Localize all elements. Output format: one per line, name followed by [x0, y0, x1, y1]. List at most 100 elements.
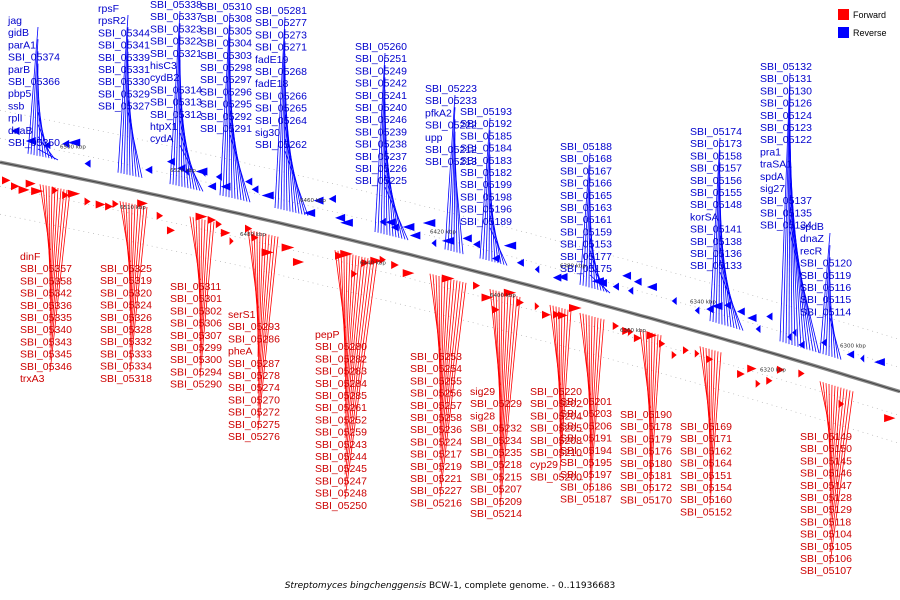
- forward-label-connector: [257, 235, 276, 418]
- reverse-gene-label: SBI_05337: [150, 11, 202, 23]
- forward-gene-label: cyp29: [530, 459, 558, 471]
- forward-label-connector: [257, 236, 279, 431]
- reverse-gene-label: SBI_05199: [460, 179, 512, 191]
- forward-gene-label: SBI_05210: [530, 447, 582, 459]
- forward-gene-label: SBI_05244: [315, 451, 367, 463]
- reverse-label-connector: [454, 168, 464, 255]
- reverse-label-connector: [582, 165, 591, 286]
- reverse-gene-arrow: [706, 305, 714, 314]
- forward-gene-label: pepP: [315, 329, 340, 341]
- reverse-gene-label: SBI_05271: [255, 42, 307, 54]
- forward-gene-label: SBI_05248: [315, 488, 367, 500]
- map-caption: Streptomyces bingchenggensis BCW-1, comp…: [285, 581, 616, 591]
- reverse-legend-swatch: [838, 27, 849, 38]
- forward-gene-label: SBI_05301: [170, 293, 222, 305]
- reverse-gene-label: SBI_05156: [690, 175, 742, 187]
- reverse-gene-label: htpX1: [150, 121, 178, 133]
- reverse-gene-label: SBI_05233: [425, 95, 477, 107]
- reverse-gene-label: SBI_05115: [800, 294, 851, 306]
- reverse-label-connector: [589, 238, 602, 291]
- forward-gene-arrow: [137, 199, 148, 208]
- forward-gene-label: SBI_05285: [315, 390, 367, 402]
- forward-gene-label: SBI_05218: [470, 459, 522, 471]
- reverse-gene-label: SBI_05166: [560, 178, 612, 190]
- reverse-label-connector: [822, 245, 831, 355]
- reverse-label-connector: [485, 142, 491, 261]
- reverse-label-connector: [719, 259, 741, 330]
- forward-gene-label: SBI_05320: [100, 287, 152, 299]
- forward-label-connector: [344, 253, 351, 390]
- forward-gene-label: SBI_05180: [620, 458, 672, 470]
- reverse-label-connector: [120, 27, 129, 174]
- reverse-gene-label: SBI_05174: [690, 126, 742, 138]
- forward-gene-arrow: [229, 237, 234, 246]
- forward-gene-label: SBI_05152: [680, 506, 732, 518]
- reverse-label-connector: [384, 174, 406, 240]
- reverse-gene-labels: jaggidBparA1SBI_05374parBSBI_05366pbp5ss…: [7, 0, 852, 318]
- forward-gene-arrow: [335, 251, 346, 260]
- forward-gene-label: SBI_05170: [620, 494, 672, 506]
- forward-gene-label: SBI_05250: [315, 500, 367, 512]
- reverse-gene-arrow: [557, 273, 568, 282]
- forward-label-connector: [344, 255, 360, 426]
- reverse-label-connector: [719, 272, 744, 331]
- reverse-label-connector: [454, 155, 461, 254]
- reverse-gene-label: SBI_05310: [200, 1, 252, 13]
- forward-gene-label: SBI_05257: [410, 400, 462, 412]
- forward-label-connector: [199, 221, 212, 366]
- forward-label-connector: [559, 310, 572, 471]
- reverse-label-connector: [374, 52, 386, 233]
- forward-gene-label: SBI_05191: [560, 433, 612, 445]
- forward-gene-label: trxA3: [20, 373, 45, 385]
- forward-gene-arrow: [622, 326, 632, 335]
- forward-label-connector: [499, 292, 503, 434]
- reverse-gene-label: rplI: [8, 113, 23, 125]
- reverse-gene-label: spdB: [800, 221, 824, 233]
- forward-gene-arrow: [2, 176, 11, 185]
- reverse-gene-arrow: [473, 240, 481, 249]
- reverse-gene-label: SBI_05133: [690, 260, 742, 272]
- reverse-gene-arrow: [534, 265, 540, 274]
- forward-gene-label: SBI_05293: [228, 321, 280, 333]
- reverse-gene-label: SBI_05226: [355, 163, 407, 175]
- reverse-label-connector: [579, 152, 591, 285]
- forward-gene-label: SBI_05220: [530, 386, 582, 398]
- reverse-label-connector: [489, 178, 496, 263]
- forward-gene-arrow: [492, 305, 500, 314]
- reverse-gene-arrow: [379, 217, 386, 226]
- reverse-gene-label: fadE18: [255, 78, 288, 90]
- forward-gene-arrow: [292, 257, 305, 266]
- reverse-gene-arrow: [633, 277, 642, 286]
- forward-label-connector: [649, 333, 656, 470]
- forward-label-connector: [199, 220, 209, 354]
- forward-gene-label: SBI_05243: [315, 439, 367, 451]
- forward-label-connector: [257, 233, 264, 370]
- forward-label-connector: [344, 253, 348, 377]
- reverse-gene-label: SBI_05124: [760, 110, 812, 122]
- forward-gene-label: SBI_05232: [470, 423, 522, 435]
- reverse-gene-label: SBI_05262: [255, 139, 307, 151]
- forward-label-connector: [589, 316, 593, 444]
- reverse-label-connector: [277, 29, 286, 209]
- reverse-label-connector: [450, 119, 456, 252]
- reverse-gene-arrow: [328, 194, 336, 203]
- reverse-gene-arrow: [303, 209, 316, 218]
- reverse-gene-label: SBI_05155: [690, 187, 742, 199]
- reverse-gene-label: SBI_05303: [200, 50, 252, 62]
- reverse-gene-label: SBI_05165: [560, 190, 612, 202]
- reverse-label-connector: [127, 112, 143, 178]
- reverse-label-connector: [479, 117, 491, 259]
- reverse-gene-label: SBI_05192: [460, 118, 512, 130]
- reverse-gene-arrow: [409, 231, 421, 240]
- forward-label-connector: [589, 319, 605, 493]
- forward-label-connector: [199, 219, 206, 342]
- scale-tick-label: 6510 kbp: [120, 205, 146, 211]
- forward-label-connector: [257, 234, 270, 394]
- forward-label-connector: [829, 390, 851, 553]
- forward-gene-label: SBI_05219: [410, 461, 462, 473]
- reverse-gene-label: SBI_05130: [760, 85, 812, 97]
- reverse-gene-label: SBI_05167: [560, 165, 612, 177]
- forward-label-connector: [828, 383, 831, 467]
- forward-gene-label: SBI_05343: [20, 336, 72, 348]
